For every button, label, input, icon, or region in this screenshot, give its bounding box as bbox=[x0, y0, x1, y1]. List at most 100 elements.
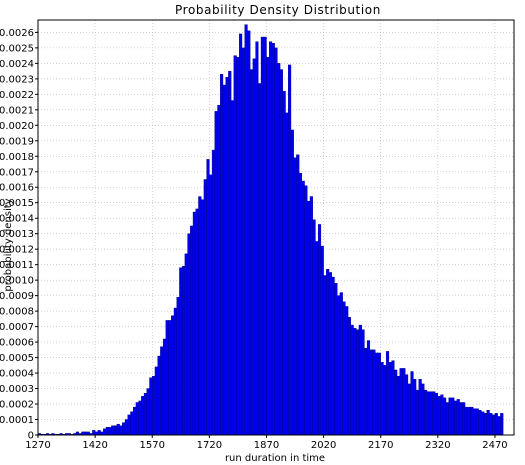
histogram-bar bbox=[258, 83, 262, 436]
histogram-bar bbox=[462, 402, 466, 436]
histogram-bar bbox=[271, 43, 275, 436]
histogram-bar bbox=[247, 30, 251, 436]
histogram-bar bbox=[331, 276, 335, 436]
histogram-bar bbox=[105, 427, 109, 436]
histogram-bar bbox=[132, 406, 137, 436]
histogram-bar bbox=[424, 389, 428, 436]
histogram-bar bbox=[277, 63, 281, 436]
histogram-bar bbox=[255, 41, 259, 436]
histogram-bar bbox=[415, 389, 419, 436]
histogram-bar bbox=[383, 365, 387, 436]
histogram-bar bbox=[233, 55, 237, 436]
histogram-bar bbox=[394, 369, 398, 436]
histogram-bar bbox=[358, 324, 362, 436]
histogram-bar bbox=[307, 200, 311, 436]
histogram-bar bbox=[146, 388, 150, 436]
y-tick-label: 0.0025 bbox=[0, 43, 34, 54]
histogram-bar bbox=[293, 157, 297, 436]
histogram-bar bbox=[192, 211, 196, 436]
histogram-bar bbox=[274, 47, 278, 436]
chart-title: Probability Density Distribution bbox=[175, 3, 381, 17]
histogram-bar bbox=[143, 392, 148, 436]
histogram-bar bbox=[211, 149, 216, 436]
histogram-bar bbox=[361, 329, 365, 436]
histogram-bar bbox=[443, 397, 447, 436]
histogram-bar bbox=[279, 69, 283, 436]
histogram-bar bbox=[432, 391, 436, 436]
histogram-bar bbox=[160, 346, 164, 436]
histogram-bar bbox=[122, 422, 126, 436]
histogram-bar bbox=[162, 338, 167, 436]
histogram-bar bbox=[407, 383, 411, 436]
histogram-bar bbox=[391, 360, 395, 436]
y-tick-label: 0.0022 bbox=[0, 90, 34, 101]
histogram-bar bbox=[198, 196, 202, 436]
y-tick-label: 0.0005 bbox=[0, 353, 34, 364]
histogram-bar bbox=[113, 425, 118, 436]
histogram-bar bbox=[353, 327, 357, 436]
histogram-bar bbox=[119, 425, 123, 436]
histogram-bar bbox=[459, 402, 463, 436]
x-tick-label: 2020 bbox=[311, 440, 336, 451]
histogram-bar bbox=[230, 100, 235, 436]
histogram-bar bbox=[426, 391, 430, 436]
histogram-bar bbox=[263, 36, 267, 436]
histogram-bar bbox=[323, 275, 327, 436]
histogram-bar bbox=[244, 24, 248, 436]
histogram-bar bbox=[228, 70, 232, 436]
histogram-bar bbox=[206, 159, 210, 436]
histogram-bar bbox=[350, 324, 354, 436]
histogram-bar bbox=[399, 368, 403, 436]
histogram-bar bbox=[195, 208, 199, 436]
histogram-bar bbox=[418, 379, 422, 436]
y-tick-label: 0.0018 bbox=[0, 152, 34, 163]
histogram-bar bbox=[366, 340, 371, 436]
histogram-bar bbox=[326, 269, 330, 436]
histogram-bar bbox=[200, 199, 205, 436]
histogram-bar bbox=[269, 41, 273, 436]
histogram-bar bbox=[467, 406, 471, 436]
y-tick-label: 0.0017 bbox=[0, 167, 34, 178]
histogram-bar bbox=[478, 410, 482, 436]
histogram-bar bbox=[214, 111, 218, 436]
histogram-bar bbox=[440, 394, 444, 436]
histogram-bar bbox=[494, 413, 498, 436]
histogram-bar bbox=[149, 377, 153, 436]
histogram-bar bbox=[464, 406, 468, 436]
histogram-bar bbox=[320, 245, 324, 436]
histogram-bar bbox=[168, 320, 172, 436]
histogram-bar bbox=[190, 225, 194, 436]
histogram-bar bbox=[328, 272, 332, 436]
histogram-bar bbox=[184, 253, 188, 436]
histogram-bar bbox=[405, 374, 409, 436]
y-tick-label: 0.0019 bbox=[0, 136, 34, 147]
y-tick-label: 0.0003 bbox=[0, 384, 34, 395]
histogram-bar bbox=[141, 396, 145, 436]
histogram-bar bbox=[108, 427, 112, 436]
histogram-bar bbox=[413, 379, 417, 436]
histogram-bar bbox=[451, 397, 455, 436]
histogram-bar bbox=[157, 355, 161, 436]
histogram-bar bbox=[470, 406, 474, 436]
x-axis-label: run duration in time bbox=[225, 453, 325, 464]
histogram-bar bbox=[437, 396, 441, 436]
histogram-bar bbox=[288, 64, 292, 436]
x-tick-label: 1870 bbox=[254, 440, 279, 451]
histogram-bar bbox=[282, 91, 286, 436]
histogram-bar bbox=[492, 414, 496, 436]
x-tick-label: 1720 bbox=[197, 440, 222, 451]
histogram-bar bbox=[124, 419, 128, 436]
x-tick-label: 2470 bbox=[482, 440, 507, 451]
histogram-bar bbox=[266, 56, 270, 436]
histogram-bar bbox=[453, 400, 458, 436]
histogram-bar bbox=[410, 371, 414, 436]
y-tick-label: 0.0009 bbox=[0, 291, 34, 302]
histogram-bar bbox=[203, 179, 207, 436]
histogram-bar bbox=[473, 408, 477, 436]
histogram-bar bbox=[402, 368, 406, 436]
y-tick-label: 0.0024 bbox=[0, 59, 34, 70]
x-axis-ticks: 1270 1420 1570 1720 1870 2020 2170 2320 2470 bbox=[25, 435, 508, 451]
histogram-bar bbox=[241, 47, 245, 436]
x-tick-label: 1270 bbox=[25, 440, 50, 451]
y-tick-label: 0.0012 bbox=[0, 245, 34, 256]
